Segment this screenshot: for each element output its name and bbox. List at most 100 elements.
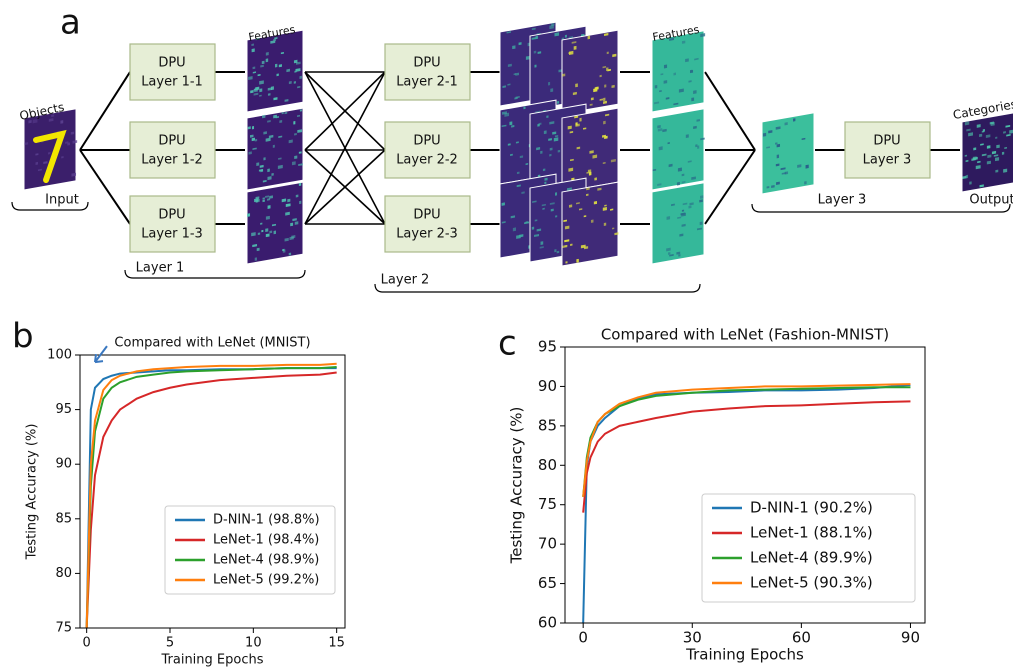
feature-dot	[681, 209, 685, 212]
dpu-box	[129, 121, 216, 179]
feature-dot	[556, 101, 560, 104]
feature-dot	[667, 142, 670, 145]
feature-dot	[563, 219, 567, 223]
feature-dot	[265, 58, 269, 63]
feature-dot	[257, 232, 261, 236]
feature-dot	[298, 151, 302, 154]
feature-dot	[676, 251, 681, 255]
feature-map	[651, 182, 705, 265]
feature-dot	[678, 254, 681, 257]
feature-dot	[537, 51, 542, 54]
feature-map	[651, 108, 705, 191]
feature-dot	[35, 153, 39, 156]
feature-dot	[568, 204, 573, 208]
feature-map-bg	[561, 29, 619, 115]
feature-dot	[567, 125, 572, 130]
dpu-box	[129, 43, 216, 101]
feature-dot	[539, 246, 544, 249]
feature-dot	[575, 83, 578, 88]
feature-dot	[251, 232, 256, 237]
feature-dot	[594, 177, 597, 181]
feature-dot	[258, 169, 263, 172]
feature-dot	[662, 128, 667, 133]
feature-dot	[540, 150, 543, 154]
feature-dot	[678, 88, 684, 93]
feature-dot	[989, 121, 994, 125]
feature-dot	[700, 33, 706, 38]
feature-dot	[964, 121, 970, 126]
feature-dot	[72, 140, 78, 144]
feature-dot	[509, 121, 513, 126]
feature-dot	[677, 216, 682, 219]
feature-dot	[552, 131, 557, 135]
feature-dot	[554, 249, 557, 253]
plot-frame	[79, 354, 346, 629]
feature-dot	[297, 129, 302, 133]
feature-dot	[554, 192, 558, 196]
feature-dot	[553, 137, 559, 142]
feature-dot	[557, 149, 561, 153]
feature-dot	[507, 63, 512, 67]
feature-dot	[262, 199, 265, 203]
feature-dot	[681, 173, 685, 177]
feature-dot	[579, 208, 583, 211]
dpu-label: Layer 2-1	[396, 75, 458, 90]
feature-map	[246, 29, 304, 113]
feature-dot	[248, 76, 253, 81]
feature-dot	[969, 181, 972, 185]
feature-map-bg	[561, 107, 619, 193]
feature-dot	[696, 119, 700, 122]
feature-dot	[536, 228, 542, 232]
feature-dot	[688, 205, 692, 209]
y-tick-label: 60	[538, 614, 557, 632]
feature-dot	[781, 172, 787, 175]
feature-map	[561, 29, 619, 115]
feature-dot	[544, 181, 547, 185]
feature-dot	[523, 106, 526, 110]
feature-dot	[265, 228, 269, 233]
feature-dot	[269, 230, 273, 234]
feature-dot	[254, 138, 258, 142]
feature-dot	[292, 218, 297, 222]
feature-dot	[657, 183, 662, 186]
feature-dot	[593, 201, 598, 205]
feature-dot	[996, 144, 1000, 149]
feature-dot	[534, 64, 537, 68]
x-axis-label: Training Epochs	[685, 646, 804, 664]
feature-dot	[981, 130, 985, 133]
feature-dot	[677, 167, 682, 172]
feature-dot	[293, 121, 296, 125]
feature-dot	[259, 94, 262, 97]
feature-map-bg	[651, 30, 705, 113]
feature-dot	[784, 122, 788, 126]
feature-dot	[995, 136, 998, 139]
feature-dot	[584, 246, 589, 250]
feature-dot	[610, 158, 616, 163]
feature-map	[961, 112, 1013, 193]
feature-dot	[297, 85, 301, 89]
feature-dot	[247, 213, 251, 217]
feature-dot	[272, 144, 275, 148]
feature-dot	[540, 241, 544, 245]
feature-dot	[536, 146, 541, 151]
feature-dot	[979, 184, 984, 188]
bracket	[374, 283, 701, 293]
dpu-label: Layer 1-2	[141, 153, 203, 168]
feature-dot	[510, 153, 513, 157]
feature-dot	[289, 236, 294, 241]
feature-dot	[976, 124, 981, 128]
feature-dot	[602, 134, 606, 138]
feature-dot	[513, 73, 517, 76]
feature-dot	[689, 202, 694, 206]
feature-dot	[793, 118, 796, 122]
dpu-label: Layer 1-3	[141, 227, 203, 242]
feature-dot	[549, 153, 552, 157]
feature-dot	[548, 138, 552, 141]
feature-dot	[979, 133, 983, 138]
feature-dot	[1003, 131, 1006, 134]
feature-dot	[776, 154, 780, 159]
feature-dot	[546, 115, 549, 119]
feature-dot	[253, 92, 259, 96]
panel-label: a	[60, 3, 81, 43]
feature-dot	[285, 203, 291, 207]
